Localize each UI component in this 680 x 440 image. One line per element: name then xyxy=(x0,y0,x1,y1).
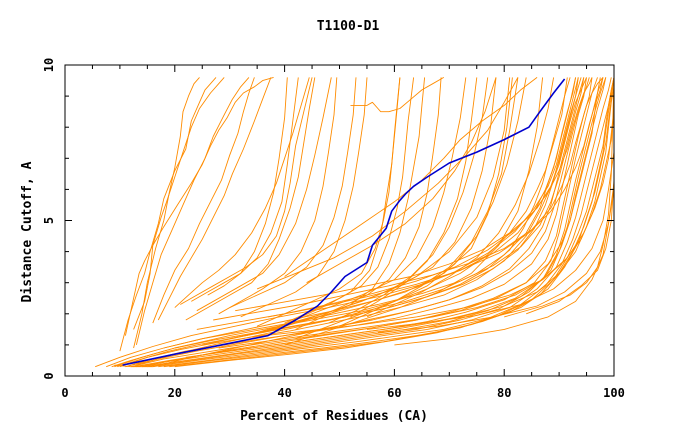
series-line-56 xyxy=(152,77,590,368)
series-line-8 xyxy=(174,77,310,308)
series-line-29 xyxy=(328,77,489,324)
series-line-12 xyxy=(196,77,332,312)
series-line-32 xyxy=(284,77,538,277)
series-line-30 xyxy=(350,77,478,318)
series-line-50 xyxy=(114,77,579,368)
y-tick-label: 10 xyxy=(42,58,56,72)
series-line-2 xyxy=(119,77,217,352)
highlighted-series-line xyxy=(122,78,566,366)
series-line-61 xyxy=(366,77,615,330)
series-line-59 xyxy=(114,364,153,368)
series-line-65 xyxy=(394,77,615,346)
series-line-15 xyxy=(229,77,357,309)
series-lines xyxy=(95,76,615,368)
series-line-36 xyxy=(111,77,568,368)
series-line-6 xyxy=(152,77,255,324)
y-tick-label: 0 xyxy=(42,372,56,379)
x-axis-label: Percent of Residues (CA) xyxy=(240,409,428,424)
series-line-14 xyxy=(218,77,338,315)
x-tick-label: 80 xyxy=(497,386,511,400)
series-line-70 xyxy=(268,77,604,318)
x-tick-label: 100 xyxy=(603,386,625,400)
series-line-22 xyxy=(262,77,467,333)
series-line-3 xyxy=(133,77,200,349)
series-line-21 xyxy=(311,77,442,321)
series-line-4 xyxy=(133,77,225,330)
series-line-47 xyxy=(163,77,615,368)
chart-title: T1100-D1 xyxy=(317,19,380,34)
series-line-13 xyxy=(185,77,316,321)
series-line-54 xyxy=(141,77,601,368)
series-line-25 xyxy=(295,77,527,340)
series-line-46 xyxy=(158,77,615,368)
series-line-17 xyxy=(256,77,401,327)
series-line-43 xyxy=(141,77,607,368)
series-line-60 xyxy=(251,77,615,338)
series-line-69 xyxy=(163,77,579,349)
y-axis-label: Distance Cutoff, A xyxy=(20,161,35,302)
series-line-10 xyxy=(191,77,299,302)
series-line-66 xyxy=(213,77,604,321)
series-line-57 xyxy=(185,77,615,358)
series-line-23 xyxy=(246,77,497,337)
series-line-49 xyxy=(174,77,615,368)
series-line-5 xyxy=(135,77,250,346)
series-line-9 xyxy=(180,77,313,305)
x-tick-label: 40 xyxy=(277,386,291,400)
series-line-67 xyxy=(235,77,593,312)
series-line-19 xyxy=(284,77,415,324)
series-line-33 xyxy=(256,77,519,290)
series-line-45 xyxy=(152,77,612,368)
series-line-55 xyxy=(136,77,571,366)
series-line-7 xyxy=(157,77,272,321)
x-tick-label: 0 xyxy=(61,386,68,400)
series-line-24 xyxy=(229,77,513,340)
series-line-16 xyxy=(240,77,368,318)
series-line-53 xyxy=(125,77,585,368)
plot-frame xyxy=(64,64,615,377)
y-tick-label: 5 xyxy=(42,217,56,224)
series-line-35 xyxy=(350,77,445,113)
series-line-38 xyxy=(119,77,582,368)
axes: 0 20 40 60 80 100 0 5 10 xyxy=(42,58,625,400)
x-tick-label: 20 xyxy=(168,386,182,400)
series-line-34 xyxy=(306,77,497,284)
x-tick-label: 60 xyxy=(387,386,401,400)
series-line-11 xyxy=(207,77,288,296)
